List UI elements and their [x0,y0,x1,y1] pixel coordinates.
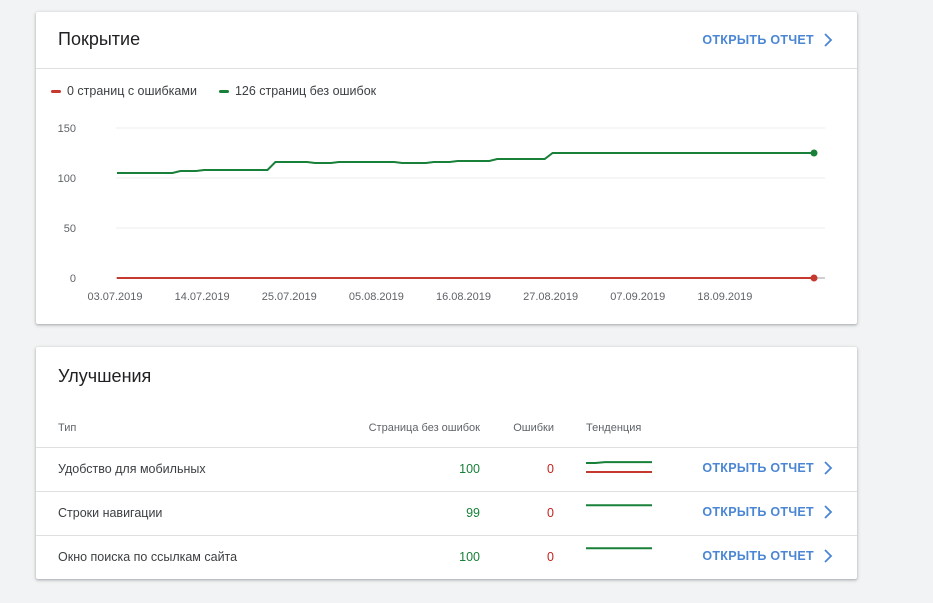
improvements-card: Улучшения Тип Страница без ошибок Ошибки… [36,347,857,579]
open-report-label: ОТКРЫТЬ ОТЧЕТ [702,33,814,47]
coverage-card: Покрытие ОТКРЫТЬ ОТЧЕТ 0 страниц с ошибк… [36,12,857,324]
table-row[interactable]: Строки навигации 99 0 ОТКРЫТЬ ОТЧЕТ [36,492,857,536]
column-trend: Тенденция [586,422,642,434]
legend-label-errors: 0 страниц с ошибками [67,84,197,98]
x-tick-label: 05.08.2019 [349,291,404,303]
series-endpoint-valid [810,149,818,157]
row-ok-count: 100 [459,462,480,476]
chart-legend: 0 страниц с ошибками 126 страниц без оши… [51,84,398,98]
coverage-header: Покрытие ОТКРЫТЬ ОТЧЕТ [36,12,857,69]
trend-sparkline [586,547,652,550]
legend-swatch-errors [51,89,61,93]
coverage-chart: 0 50 100 150 03.07.2019 14.07.2019 25.07.2019 0… [58,123,825,303]
row-open-report-button[interactable]: ОТКРЫТЬ ОТЧЕТ [702,461,833,475]
chevron-right-icon [824,461,833,475]
x-tick-label: 25.07.2019 [262,291,317,303]
coverage-open-report-button[interactable]: ОТКРЫТЬ ОТЧЕТ [702,33,833,47]
open-report-label: ОТКРЫТЬ ОТЧЕТ [702,505,814,519]
y-tick-label: 0 [70,273,76,285]
x-tick-label: 27.08.2019 [523,291,578,303]
table-row[interactable]: Удобство для мобильных 100 0 ОТКРЫТЬ ОТЧ… [36,448,857,492]
table-header: Тип Страница без ошибок Ошибки Тенденция [36,409,857,448]
row-open-report-button[interactable]: ОТКРЫТЬ ОТЧЕТ [702,549,833,563]
x-tick-label: 03.07.2019 [87,291,142,303]
table-row[interactable]: Окно поиска по ссылкам сайта 100 0 ОТКРЫ… [36,536,857,579]
row-error-count: 0 [547,462,554,476]
chevron-right-icon [824,505,833,519]
row-error-count: 0 [547,550,554,564]
y-tick-label: 150 [58,123,76,135]
row-error-count: 0 [547,506,554,520]
legend-item-errors[interactable]: 0 страниц с ошибками [51,84,197,98]
column-ok: Страница без ошибок [368,422,480,434]
coverage-title: Покрытие [58,29,141,49]
row-ok-count: 99 [466,506,480,520]
chevron-right-icon [824,33,833,47]
y-tick-label: 100 [58,173,76,185]
row-type: Строки навигации [58,506,163,520]
legend-swatch-valid [218,89,229,93]
y-tick-label: 50 [64,223,76,235]
sparkline-valid [586,461,652,464]
legend-item-valid[interactable]: 126 страниц без ошибок [218,84,377,98]
row-type: Окно поиска по ссылкам сайта [58,550,238,564]
x-tick-label: 18.09.2019 [697,291,752,303]
x-tick-label: 16.08.2019 [436,291,491,303]
row-type: Удобство для мобильных [58,462,206,476]
row-open-report-button[interactable]: ОТКРЫТЬ ОТЧЕТ [702,505,833,519]
series-line-valid [117,152,814,174]
trend-sparkline [586,461,652,473]
series-endpoint-errors [810,274,818,282]
x-tick-label: 07.09.2019 [610,291,665,303]
trend-sparkline [586,504,652,507]
open-report-label: ОТКРЫТЬ ОТЧЕТ [702,461,814,475]
improvements-title: Улучшения [58,366,152,386]
row-ok-count: 100 [459,550,480,564]
improvements-table: Тип Страница без ошибок Ошибки Тенденция… [36,409,857,579]
open-report-label: ОТКРЫТЬ ОТЧЕТ [702,549,814,563]
column-type: Тип [58,422,77,434]
x-tick-label: 14.07.2019 [175,291,230,303]
legend-label-valid: 126 страниц без ошибок [234,84,377,98]
chevron-right-icon [824,549,833,563]
column-errors: Ошибки [513,422,554,434]
